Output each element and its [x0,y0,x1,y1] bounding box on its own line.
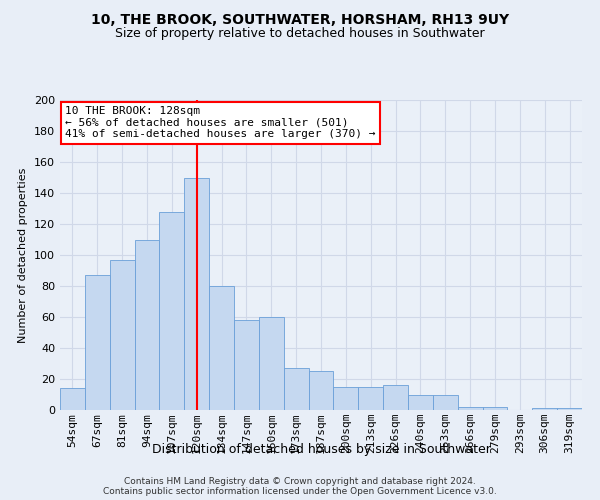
Bar [259,317,284,410]
Bar [308,371,334,410]
Bar [110,260,134,410]
Y-axis label: Number of detached properties: Number of detached properties [19,168,28,342]
Bar [433,394,458,410]
Bar [134,240,160,410]
Bar [383,385,408,410]
Bar [160,212,184,410]
Bar [234,320,259,410]
Text: Contains public sector information licensed under the Open Government Licence v3: Contains public sector information licen… [103,488,497,496]
Bar [532,408,557,410]
Bar [284,368,308,410]
Bar [60,388,85,410]
Bar [85,275,110,410]
Bar [358,387,383,410]
Text: Contains HM Land Registry data © Crown copyright and database right 2024.: Contains HM Land Registry data © Crown c… [124,478,476,486]
Bar [184,178,209,410]
Bar [334,387,358,410]
Text: 10, THE BROOK, SOUTHWATER, HORSHAM, RH13 9UY: 10, THE BROOK, SOUTHWATER, HORSHAM, RH13… [91,12,509,26]
Text: Distribution of detached houses by size in Southwater: Distribution of detached houses by size … [152,442,490,456]
Bar [482,407,508,410]
Bar [408,394,433,410]
Bar [458,407,482,410]
Bar [209,286,234,410]
Text: Size of property relative to detached houses in Southwater: Size of property relative to detached ho… [115,28,485,40]
Text: 10 THE BROOK: 128sqm
← 56% of detached houses are smaller (501)
41% of semi-deta: 10 THE BROOK: 128sqm ← 56% of detached h… [65,106,376,140]
Bar [557,408,582,410]
